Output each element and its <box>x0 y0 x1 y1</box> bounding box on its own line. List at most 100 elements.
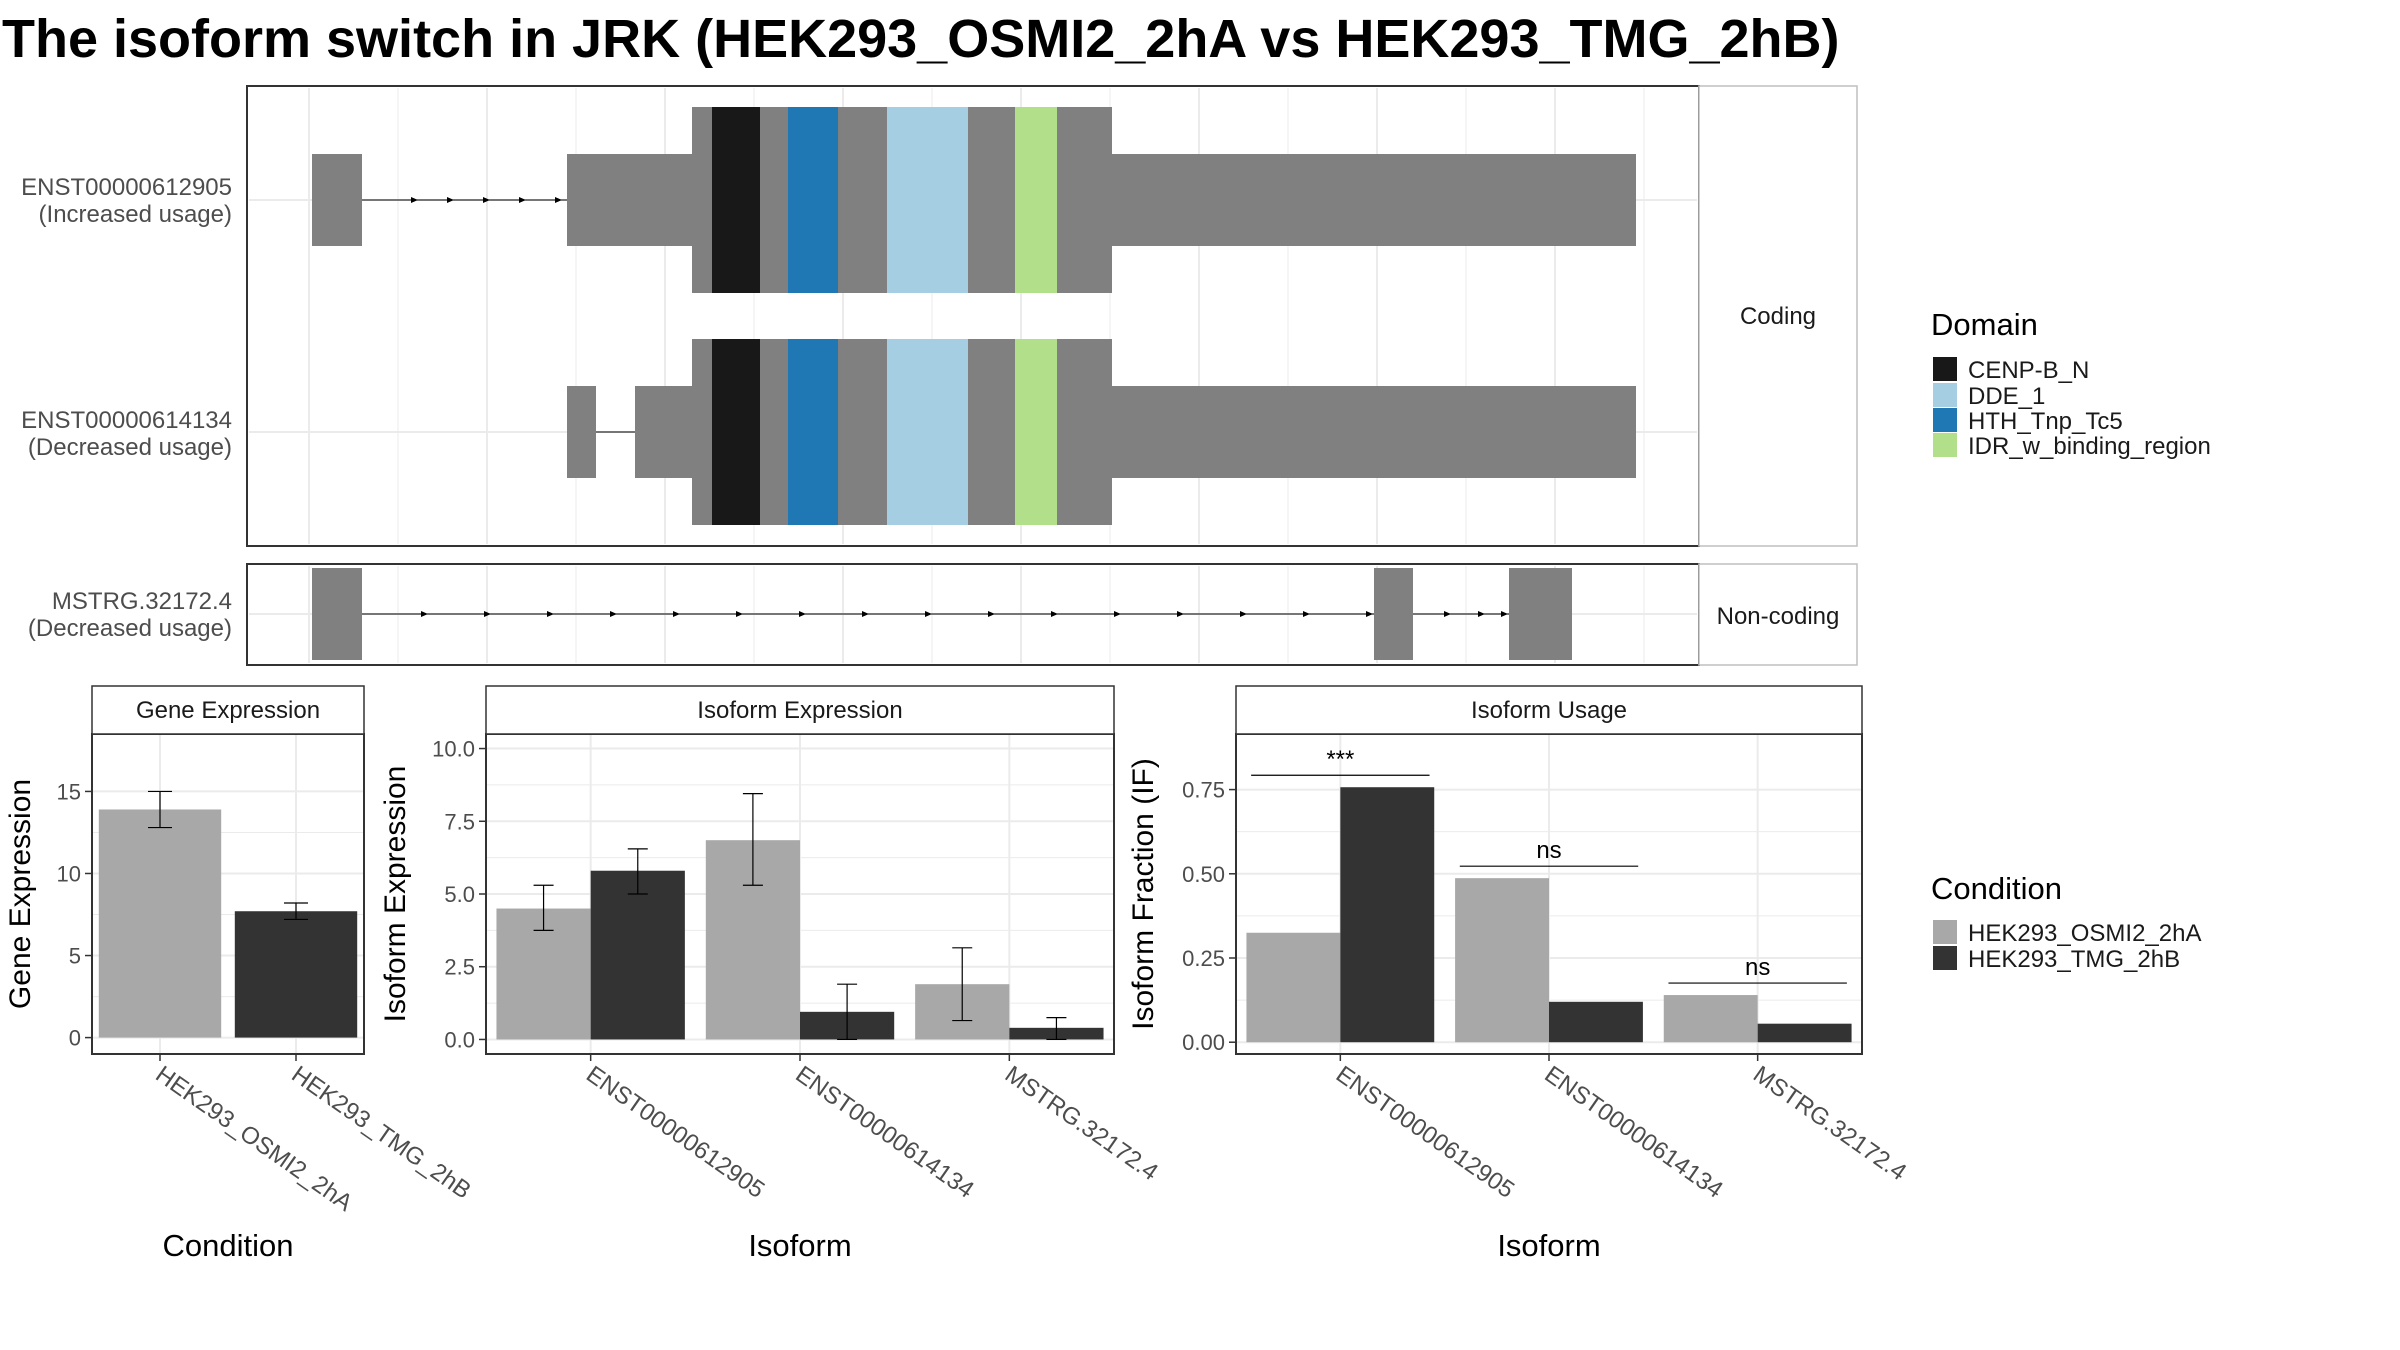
y-axis-title: Isoform Fraction (IF) <box>1127 758 1160 1030</box>
legend-key-hth-tnp-tc5 <box>1933 408 1957 432</box>
noncoding-exon <box>1374 568 1413 660</box>
y-tick-label: 10.0 <box>432 737 475 762</box>
bar <box>1246 932 1341 1043</box>
x-axis-title: Isoform <box>748 1228 851 1263</box>
domain-legend-title: Domain <box>1931 307 2038 342</box>
x-axis-title: Isoform <box>1497 1228 1600 1263</box>
facet-strip <box>1235 685 1863 735</box>
legend-key-idr <box>1933 433 1957 457</box>
coding-strip <box>1698 85 1858 547</box>
domain-cenp-b-n <box>712 107 760 293</box>
x-tick-label: MSTRG.32172.4 <box>1748 1061 1911 1186</box>
gene-expression-chart: Gene Expression051015HEK293_OSMI2_2hAHEK… <box>4 685 476 1263</box>
domain-dde-1 <box>887 339 968 525</box>
domain-legend: Domain CENP-B_N DDE_1 HTH_Tnp_Tc5 IDR_w_… <box>1931 307 2211 460</box>
intron-arrow <box>519 197 526 203</box>
intron-arrow <box>484 611 491 617</box>
legend-label-dde-1: DDE_1 <box>1968 383 2045 410</box>
legend-key-tmg <box>1933 946 1957 970</box>
intron-arrow <box>610 611 617 617</box>
intron-arrow <box>1051 611 1058 617</box>
y-tick-label: 10 <box>57 861 81 886</box>
utr-exon <box>635 386 692 478</box>
legend-label-tmg: HEK293_TMG_2hB <box>1968 946 2180 973</box>
y-tick-label: 0.00 <box>1182 1030 1225 1055</box>
bar <box>1340 787 1435 1043</box>
utr-exon <box>1112 154 1636 246</box>
isoform-expression-chart: Isoform Expression 0.0 2.5 5.0 7.5 10.0 ENST00… <box>379 685 1163 1263</box>
intron-arrow <box>447 197 454 203</box>
legend-key-osmi2 <box>1933 920 1957 944</box>
y-tick-label: 0.75 <box>1182 778 1225 803</box>
legend-label-cenp-b-n: CENP-B_N <box>1968 357 2089 384</box>
domain-idr-w-binding-region <box>1015 107 1057 293</box>
facet-strip-label: Isoform Expression <box>697 697 902 724</box>
intron-arrow <box>1114 611 1121 617</box>
significance-label: ns <box>1745 954 1770 981</box>
condition-legend: Condition HEK293_OSMI2_2hA HEK293_TMG_2h… <box>1931 871 2201 973</box>
domain-idr-w-binding-region <box>1015 339 1057 525</box>
domain-dde-1 <box>887 107 968 293</box>
intron-arrow <box>1478 611 1485 617</box>
legend-key-cenp-b-n <box>1933 357 1957 381</box>
figure-title: The isoform switch in JRK (HEK293_OSMI2_… <box>2 9 1840 69</box>
transcript-structure-panel: Coding Non-coding ENST00000612905 (Incre… <box>21 85 1858 666</box>
noncoding-strip <box>1698 563 1858 666</box>
y-axis-title: Gene Expression <box>4 779 37 1009</box>
bar <box>1757 1023 1852 1043</box>
intron-arrow <box>799 611 806 617</box>
bar <box>234 911 358 1038</box>
significance-label: ns <box>1536 837 1561 864</box>
intron-arrow <box>736 611 743 617</box>
track-label-enst614134-id: ENST00000614134 <box>21 407 232 434</box>
x-tick-label: ENST00000612905 <box>581 1061 769 1204</box>
strip-label-noncoding: Non-coding <box>1717 603 1840 630</box>
intron-arrow <box>862 611 869 617</box>
transcript-tracks <box>312 107 1636 660</box>
x-tick-label: ENST00000614134 <box>791 1061 979 1204</box>
strip-label-coding: Coding <box>1740 303 1816 330</box>
legend-key-dde-1 <box>1933 383 1957 407</box>
domain-hth-tnp-tc5 <box>788 339 838 525</box>
intron-arrow <box>555 197 562 203</box>
isoform-usage-chart: *** ns ns Isoform Usage 0.00 0.25 0.50 0.75 ENST… <box>1127 685 1911 1263</box>
intron-arrow <box>483 197 490 203</box>
intron-arrow <box>547 611 554 617</box>
condition-legend-title: Condition <box>1931 871 2062 906</box>
x-axis-title: Condition <box>163 1228 294 1263</box>
bar <box>1663 995 1758 1043</box>
bar <box>1455 878 1549 1043</box>
facet-strip-label: Isoform Usage <box>1471 697 1627 724</box>
domain-hth-tnp-tc5 <box>788 107 838 293</box>
y-tick-label: 5 <box>69 944 81 969</box>
track-label-mstrg-note: (Decreased usage) <box>28 615 232 642</box>
intron-arrow <box>1366 611 1373 617</box>
y-tick-label: 0.50 <box>1182 862 1225 887</box>
facet-strip-label: Gene Expression <box>136 697 320 724</box>
intron-arrow <box>1303 611 1310 617</box>
intron-arrow <box>673 611 680 617</box>
y-tick-label: 0 <box>69 1026 81 1051</box>
intron-arrow <box>925 611 932 617</box>
bar <box>98 809 222 1038</box>
intron-arrow <box>1444 611 1451 617</box>
facet-strip <box>91 685 365 735</box>
y-tick-label: 5.0 <box>444 882 475 907</box>
intron-arrow <box>421 611 428 617</box>
y-axis-title: Isoform Expression <box>379 766 412 1023</box>
y-tick-label: 0.25 <box>1182 946 1225 971</box>
utr-exon <box>567 154 692 246</box>
x-tick-label: ENST00000612905 <box>1331 1061 1519 1204</box>
y-tick-label: 2.5 <box>444 955 475 980</box>
noncoding-exon <box>312 568 362 660</box>
domain-cenp-b-n <box>712 339 760 525</box>
bar <box>590 870 685 1040</box>
utr-exon <box>1112 386 1636 478</box>
x-tick-label: ENST00000614134 <box>1540 1061 1728 1204</box>
facet-strip <box>485 685 1115 735</box>
significance-label: *** <box>1326 746 1354 773</box>
intron-arrow <box>1501 611 1508 617</box>
bar <box>1549 1001 1643 1043</box>
intron-arrow <box>988 611 995 617</box>
